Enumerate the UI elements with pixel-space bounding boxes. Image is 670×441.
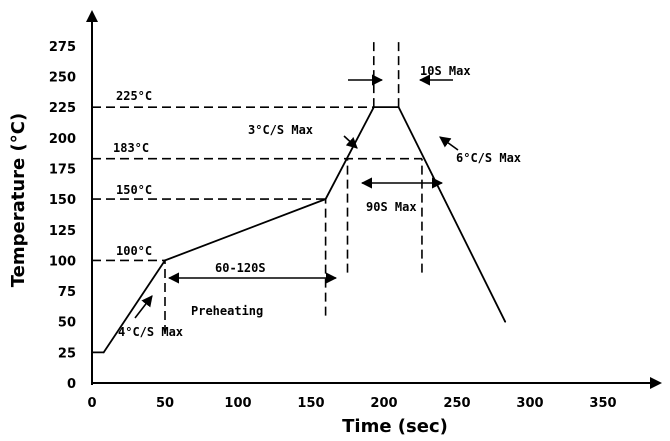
label-preheat-range: 60-120S: [215, 261, 266, 275]
profile-point-3: [324, 198, 327, 201]
label-ramp-down: 6°C/S Max: [456, 151, 521, 165]
y-tick-label-275: 275: [49, 40, 76, 55]
y-tick-label-150: 150: [49, 193, 76, 208]
y-tick-label-200: 200: [49, 132, 76, 147]
y-tick-label-50: 50: [58, 316, 76, 331]
profile-point-1: [102, 351, 105, 354]
profile-line: [92, 106, 506, 354]
label-90s-max: 90S Max: [366, 200, 417, 214]
profile-point-6: [504, 320, 507, 323]
label-preheating: Preheating: [191, 304, 263, 318]
y-tick-label-175: 175: [49, 162, 76, 177]
series-layer: [91, 106, 507, 354]
x-tick-label-0: 0: [87, 396, 96, 411]
y-tick-labels: 0 25 50 75 100 125 150 175 200 225 250 275: [49, 40, 76, 392]
ramp-down-pointer: [439, 136, 459, 151]
y-axis-title: Temperature (°C): [8, 113, 29, 287]
reference-lines: [92, 39, 423, 334]
x-tick-label-100: 100: [224, 396, 251, 411]
x-tick-label-350: 350: [589, 396, 616, 411]
label-100c: 100°C: [116, 244, 152, 258]
label-ramp-up-1: 4°C/S Max: [118, 325, 183, 339]
profile-point-4: [372, 106, 375, 109]
x-tick-label-200: 200: [370, 396, 397, 411]
x-tick-label-150: 150: [297, 396, 324, 411]
y-tick-label-125: 125: [49, 224, 76, 239]
profile-point-2: [164, 259, 166, 262]
label-ramp-up-2: 3°C/S Max: [248, 123, 313, 137]
x-tick-label-250: 250: [443, 396, 470, 411]
y-tick-label-225: 225: [49, 101, 76, 116]
y-tick-label-100: 100: [49, 254, 76, 269]
y-tick-label-25: 25: [58, 346, 76, 361]
label-225c: 225°C: [116, 89, 152, 103]
x-tick-labels: 0 50 100 150 200 250 300 350: [87, 396, 616, 411]
y-tick-label-0: 0: [67, 377, 76, 392]
x-axis-title: Time (sec): [342, 416, 448, 437]
x-tick-label-300: 300: [516, 396, 543, 411]
x-tick-label-50: 50: [156, 396, 174, 411]
profile-point-0: [91, 351, 93, 354]
y-tick-label-75: 75: [58, 285, 76, 300]
ramp-up-2-pointer: [343, 135, 358, 149]
label-150c: 150°C: [116, 183, 152, 197]
label-10s-max: 10S Max: [420, 64, 471, 78]
ramp-up-1-pointer: [134, 295, 153, 319]
y-tick-label-250: 250: [49, 71, 76, 86]
label-183c: 183°C: [113, 141, 149, 155]
profile-point-5: [397, 106, 400, 109]
